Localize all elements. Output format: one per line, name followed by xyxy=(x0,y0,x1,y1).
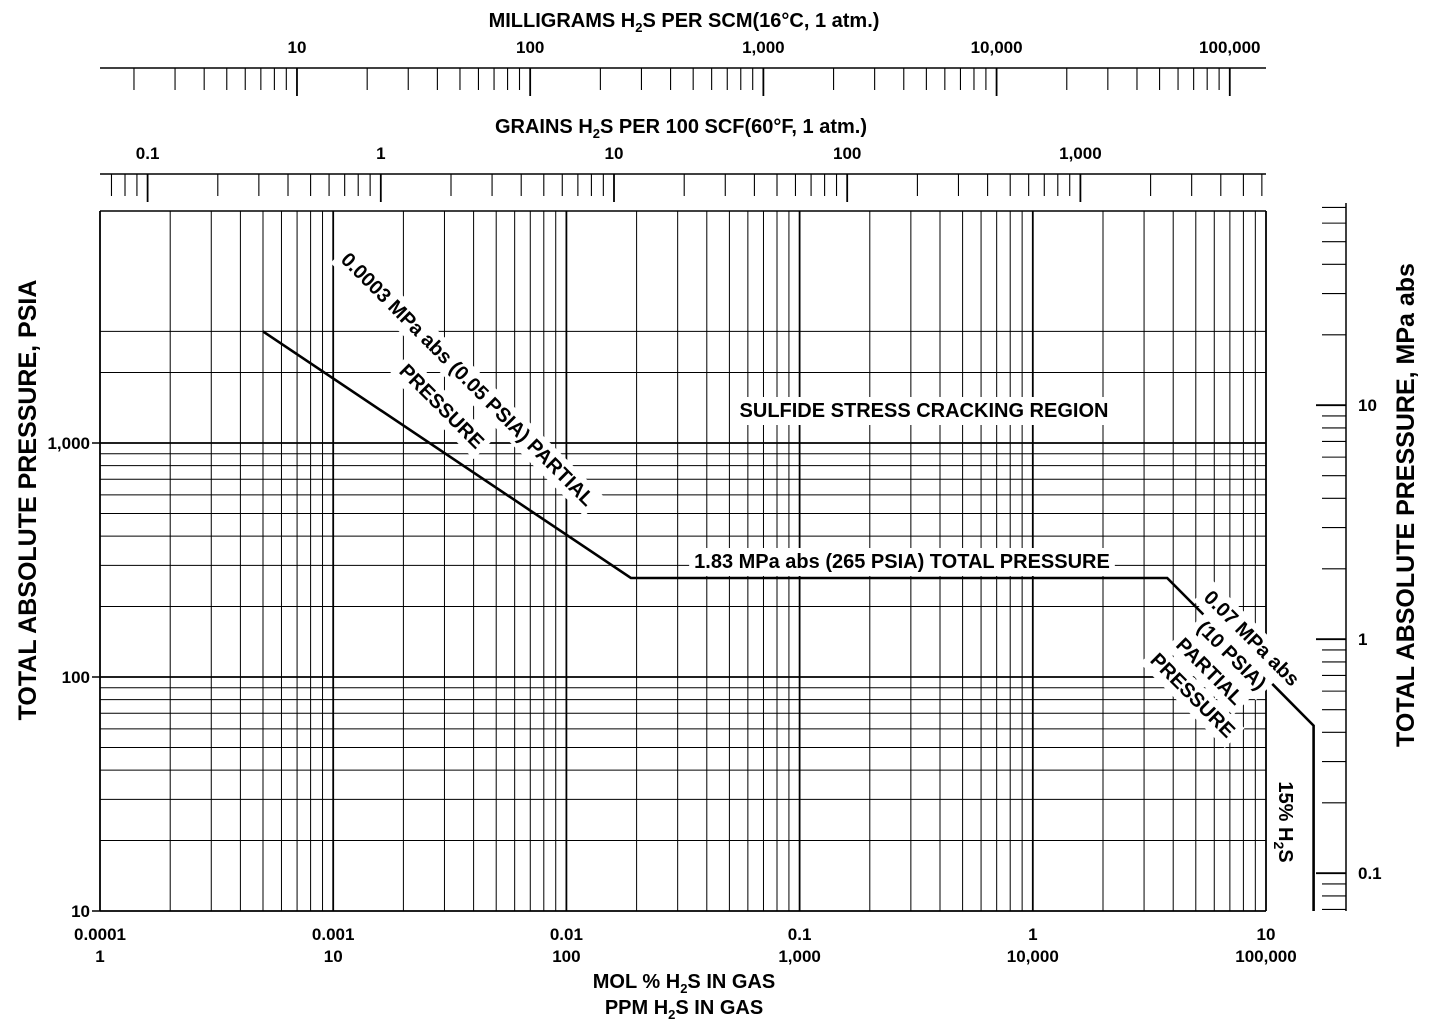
bottom-axis-title-mol: MOL % H2S IN GAS xyxy=(593,971,775,996)
bottom-axis-tick-label-ppm: 1,000 xyxy=(778,947,821,966)
bottom-axis-tick-label-mol: 0.01 xyxy=(550,925,583,944)
axis-scales: 10 100 1,000 0.0001 0.001 0.01 0.1 1 10 1 10 100 1,0… xyxy=(47,38,1381,966)
annotation-background xyxy=(1268,776,1299,868)
bottom-axis-title-ppm: PPM H2S IN GAS xyxy=(605,997,763,1021)
top-mg-axis-tick-label: 1,000 xyxy=(742,38,785,57)
bottom-axis-tick-label-ppm: 10,000 xyxy=(1007,947,1059,966)
right-axis-tick-label: 0.1 xyxy=(1358,864,1382,883)
left-axis-tick-label: 10 xyxy=(71,902,90,921)
top-mg-axis-title: MILLIGRAMS H2S PER SCM(16°C, 1 atm.) xyxy=(489,10,880,35)
h2s-percent-label: 15% H2S xyxy=(1271,781,1296,862)
annotation-background xyxy=(1139,643,1245,749)
bottom-axis-tick-label-mol: 0.0001 xyxy=(74,925,126,944)
bottom-axis-tick-label-mol: 0.1 xyxy=(788,925,812,944)
top-grains-axis-title: GRAINS H2S PER 100 SCF(60°F, 1 atm.) xyxy=(495,116,867,141)
annotation-background xyxy=(734,397,1114,425)
top-mg-axis-tick-label: 100,000 xyxy=(1199,38,1260,57)
total-pressure-label: 1.83 MPa abs (265 PSIA) TOTAL PRESSURE xyxy=(694,551,1110,573)
bottom-axis-tick-label-ppm: 10 xyxy=(324,947,343,966)
annotation-background xyxy=(1193,580,1310,697)
annotation-background xyxy=(689,548,1115,576)
region-label: SULFIDE STRESS CRACKING REGION xyxy=(740,400,1109,422)
left-axis-title: TOTAL ABSOLUTE PRESSURE, PSIA xyxy=(14,280,42,721)
bottom-axis-tick-label-mol: 1 xyxy=(1028,925,1037,944)
top-mg-axis-tick-label: 100 xyxy=(516,38,544,57)
top-mg-axis-tick-label: 10,000 xyxy=(971,38,1023,57)
left-axis-tick-label: 100 xyxy=(62,668,90,687)
bottom-axis-tick-label-ppm: 1 xyxy=(95,947,104,966)
boundary-line xyxy=(262,330,1315,911)
top-grains-axis-tick-label: 1,000 xyxy=(1059,144,1102,163)
bottom-axis-tick-label-ppm: 100 xyxy=(552,947,580,966)
partial-low-label-line1: 0.0003 MPa abs (0.05 PSIA) PARTIAL xyxy=(336,249,598,511)
right-axis-tick-label: 1 xyxy=(1358,630,1367,649)
right-axis-title: TOTAL ABSOLUTE PRESSURE, MPa abs xyxy=(1392,263,1420,747)
top-grains-axis-tick-label: 10 xyxy=(605,144,624,163)
left-axis-tick-label: 1,000 xyxy=(47,434,90,453)
bottom-axis-tick-label-ppm: 100,000 xyxy=(1235,947,1296,966)
top-grains-axis-tick-label: 100 xyxy=(833,144,861,163)
annotation-background xyxy=(388,354,494,460)
right-axis-tick-label: 10 xyxy=(1358,396,1377,415)
top-mg-axis-tick-label: 10 xyxy=(288,38,307,57)
annotation-background xyxy=(1165,628,1253,716)
top-grains-axis-tick-label: 0.1 xyxy=(136,144,160,163)
plot-grid xyxy=(99,210,1267,912)
bottom-axis-tick-label-mol: 0.001 xyxy=(312,925,355,944)
annotation-background xyxy=(1186,611,1276,701)
bottom-axis-tick-label-mol: 10 xyxy=(1257,925,1276,944)
top-grains-axis-tick-label: 1 xyxy=(376,144,385,163)
annotation-background xyxy=(330,243,604,517)
